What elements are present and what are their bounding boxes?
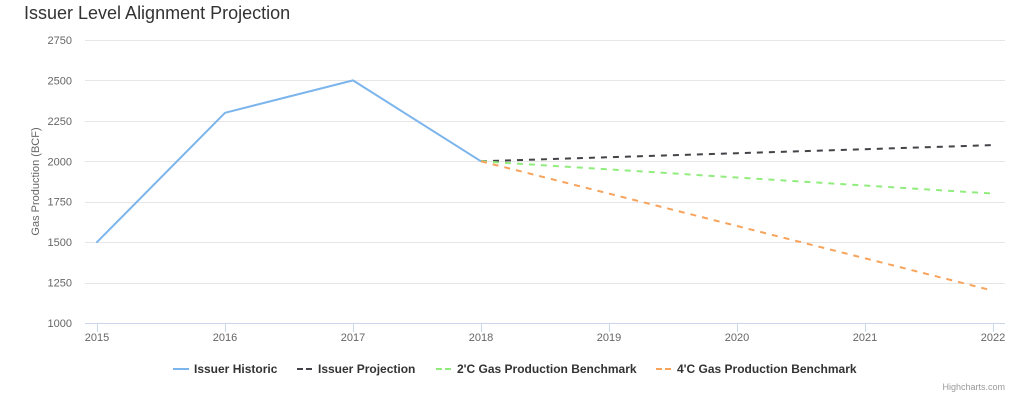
y-tick-label: 2750: [48, 35, 72, 47]
y-tick-label: 1000: [48, 318, 72, 330]
y-tick-label: 2500: [48, 75, 72, 87]
legend-item-1[interactable]: Issuer Historic: [173, 362, 278, 376]
legend-item-3[interactable]: 2'C Gas Production Benchmark: [436, 362, 637, 376]
y-tick-label: 1500: [48, 237, 72, 249]
series-line-3[interactable]: [480, 160, 994, 195]
axes: 1000 1250 1500 1750 2000 2250 2500 2750 2015 2016…: [30, 35, 1005, 344]
x-tick-label: 2016: [213, 332, 237, 344]
y-tick-label: 1750: [48, 197, 72, 209]
series-line-1[interactable]: [96, 79, 482, 244]
chart-title: Issuer Level Alignment Projection: [24, 3, 291, 23]
x-tick-label: 2018: [469, 332, 493, 344]
legend-label: 4'C Gas Production Benchmark: [677, 362, 857, 376]
x-tick-label: 2020: [725, 332, 749, 344]
series-line-2[interactable]: [480, 144, 994, 163]
grid-lines: [85, 40, 1005, 284]
legend-label: Issuer Projection: [318, 362, 415, 376]
x-tick-label: 2019: [597, 332, 621, 344]
legend-label: Issuer Historic: [194, 362, 278, 376]
y-tick-label: 2250: [48, 116, 72, 128]
y-tick-label: 1250: [48, 278, 72, 290]
y-axis-title: Gas Production (BCF): [30, 127, 42, 235]
x-tick-label: 2015: [85, 332, 109, 344]
legend: Issuer Historic Issuer Projection 2'C Gas …: [173, 362, 857, 376]
credits-link[interactable]: Highcharts.com: [942, 382, 1005, 392]
x-tick-label: 2017: [341, 332, 365, 344]
legend-label: 2'C Gas Production Benchmark: [457, 362, 637, 376]
series-line-4[interactable]: [480, 160, 994, 292]
y-tick-label: 2000: [48, 156, 72, 168]
legend-item-4[interactable]: 4'C Gas Production Benchmark: [656, 362, 857, 376]
legend-item-2[interactable]: Issuer Projection: [297, 362, 415, 376]
x-tick-label: 2021: [853, 332, 877, 344]
x-tick-label: 2022: [981, 332, 1005, 344]
series-lines: [96, 79, 994, 292]
